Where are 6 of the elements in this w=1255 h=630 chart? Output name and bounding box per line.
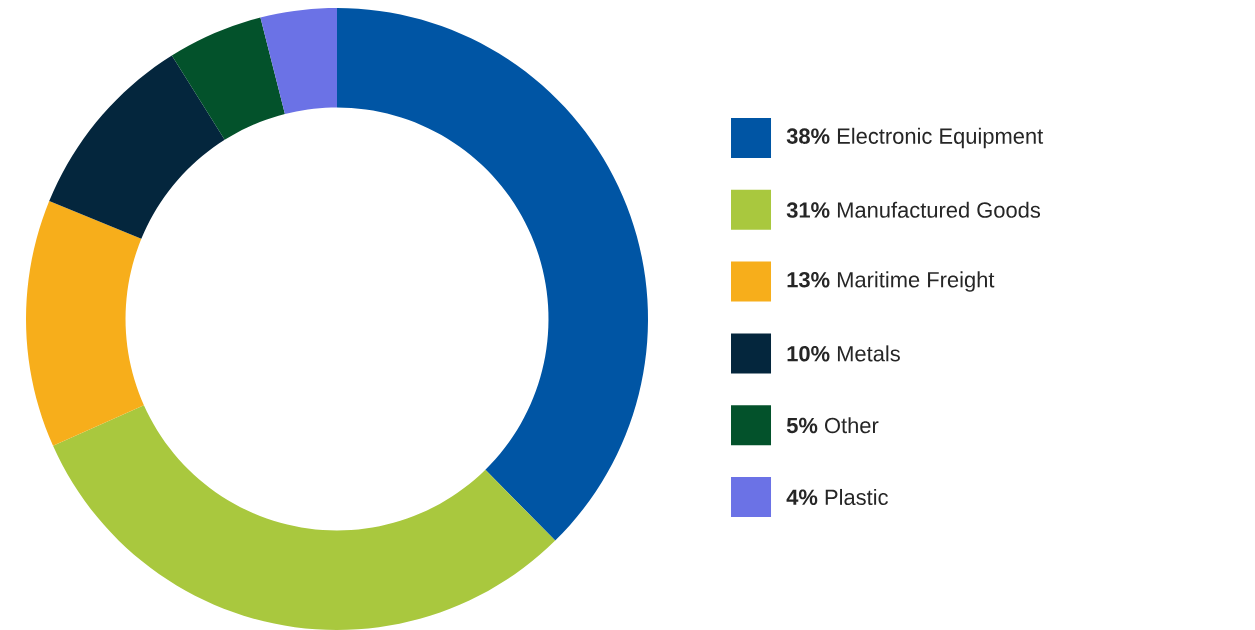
legend-label: 10% Metals	[787, 345, 900, 362]
legend-label: 5% Other	[786, 417, 879, 434]
legend-label: 13% Maritime Freight	[787, 271, 995, 292]
legend-label: 31% Manufactured Goods	[786, 201, 1041, 218]
legend-label: 4% Plastic	[786, 488, 888, 506]
legend-label: 38% Electronic Equipment	[786, 127, 1044, 149]
